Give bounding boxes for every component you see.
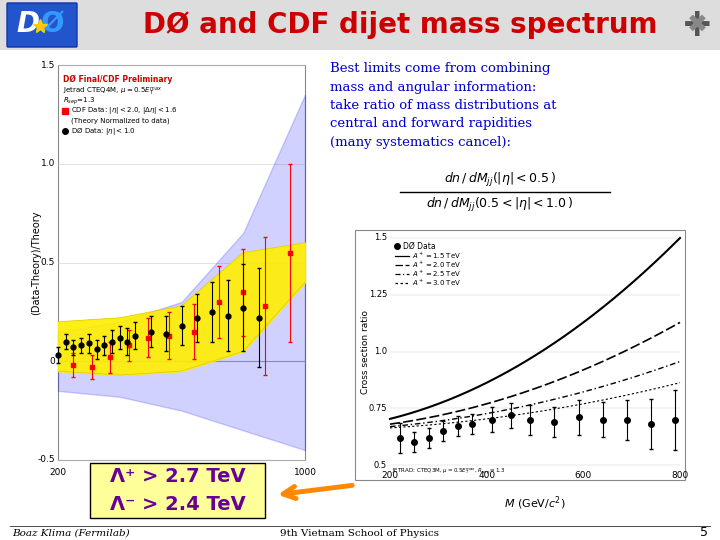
Text: 600: 600 xyxy=(173,468,190,477)
Bar xyxy=(90,463,265,518)
Text: 0.5: 0.5 xyxy=(40,258,55,267)
Text: 0.75: 0.75 xyxy=(369,404,387,413)
Text: DØ Data: DØ Data xyxy=(403,241,436,251)
Text: 400: 400 xyxy=(111,468,128,477)
Text: Best limits come from combining
mass and angular information:
take ratio of mass: Best limits come from combining mass and… xyxy=(330,62,557,149)
Text: ✖: ✖ xyxy=(686,13,708,37)
Text: 400: 400 xyxy=(478,471,495,480)
Text: JETRAD: CTEQ3M, $\mu = 0.5E_T^{max}$, $R_{sep}=1.3$: JETRAD: CTEQ3M, $\mu = 0.5E_T^{max}$, $R… xyxy=(392,467,505,477)
FancyBboxPatch shape xyxy=(7,3,77,47)
Text: Ø: Ø xyxy=(40,10,64,38)
Bar xyxy=(0,0,720,50)
Text: 800: 800 xyxy=(235,468,252,477)
Text: DØ Data: $|\eta|<1.0$: DØ Data: $|\eta|<1.0$ xyxy=(71,125,136,137)
Text: 200: 200 xyxy=(382,471,399,480)
Text: DØ Final/CDF Preliminary: DØ Final/CDF Preliminary xyxy=(63,75,172,84)
Text: 0.5: 0.5 xyxy=(374,461,387,469)
Text: $A^+=3.0$ TeV: $A^+=3.0$ TeV xyxy=(412,278,461,288)
FancyArrowPatch shape xyxy=(283,485,352,498)
Text: D: D xyxy=(17,10,40,38)
Text: Jetrad CTEQ4M, $\mu = 0.5E_T^{max}$: Jetrad CTEQ4M, $\mu = 0.5E_T^{max}$ xyxy=(63,86,162,98)
Text: Boaz Klima (Fermilab): Boaz Klima (Fermilab) xyxy=(12,529,130,537)
Text: 1.0: 1.0 xyxy=(40,159,55,168)
Text: $dn\,/\,dM_{jj}(0.5<|\eta|<1.0\,)$: $dn\,/\,dM_{jj}(0.5<|\eta|<1.0\,)$ xyxy=(426,196,574,214)
Text: $M$ (GeV/$c^2$): $M$ (GeV/$c^2$) xyxy=(504,494,566,511)
Text: $A^+=2.0$ TeV: $A^+=2.0$ TeV xyxy=(412,260,461,270)
Text: $R_{sep}$=1.3: $R_{sep}$=1.3 xyxy=(63,95,95,106)
Text: Cross section ratio: Cross section ratio xyxy=(361,309,369,394)
Text: $M_{JJ}$ (GeV/$c^2$): $M_{JJ}$ (GeV/$c^2$) xyxy=(148,480,215,501)
Text: $dn\,/\,dM_{jj}(|\eta|<0.5\,)$: $dn\,/\,dM_{jj}(|\eta|<0.5\,)$ xyxy=(444,171,556,189)
Text: 600: 600 xyxy=(575,471,592,480)
Text: 0: 0 xyxy=(49,357,55,366)
Text: DØ and CDF dijet mass spectrum: DØ and CDF dijet mass spectrum xyxy=(143,11,657,39)
Text: $A^+=2.5$ TeV: $A^+=2.5$ TeV xyxy=(412,269,461,279)
Text: 5: 5 xyxy=(700,526,708,539)
Text: Λ⁻ > 2.4 TeV: Λ⁻ > 2.4 TeV xyxy=(109,495,246,514)
Bar xyxy=(355,230,685,480)
Text: -0.5: -0.5 xyxy=(37,456,55,464)
Text: 1.25: 1.25 xyxy=(369,291,387,299)
Text: 1.5: 1.5 xyxy=(40,60,55,70)
Text: +: + xyxy=(680,6,714,44)
Text: 1.5: 1.5 xyxy=(374,233,387,242)
Text: 200: 200 xyxy=(50,468,66,477)
Bar xyxy=(58,65,305,460)
Text: 9th Vietnam School of Physics: 9th Vietnam School of Physics xyxy=(281,529,439,537)
Text: (Data-Theory)/Theory: (Data-Theory)/Theory xyxy=(31,210,41,315)
Text: 800: 800 xyxy=(671,471,688,480)
Text: 1.0: 1.0 xyxy=(374,347,387,356)
Text: $A^+=1.5$ TeV: $A^+=1.5$ TeV xyxy=(412,251,461,261)
Text: CDF Data: $|\eta|<2.0$, $|\Delta\eta|<1.6$: CDF Data: $|\eta|<2.0$, $|\Delta\eta|<1.… xyxy=(71,105,177,117)
Text: Λ⁺ > 2.7 TeV: Λ⁺ > 2.7 TeV xyxy=(109,468,246,487)
Text: 1000: 1000 xyxy=(294,468,317,477)
Text: (Theory Normalized to data): (Theory Normalized to data) xyxy=(71,118,170,124)
